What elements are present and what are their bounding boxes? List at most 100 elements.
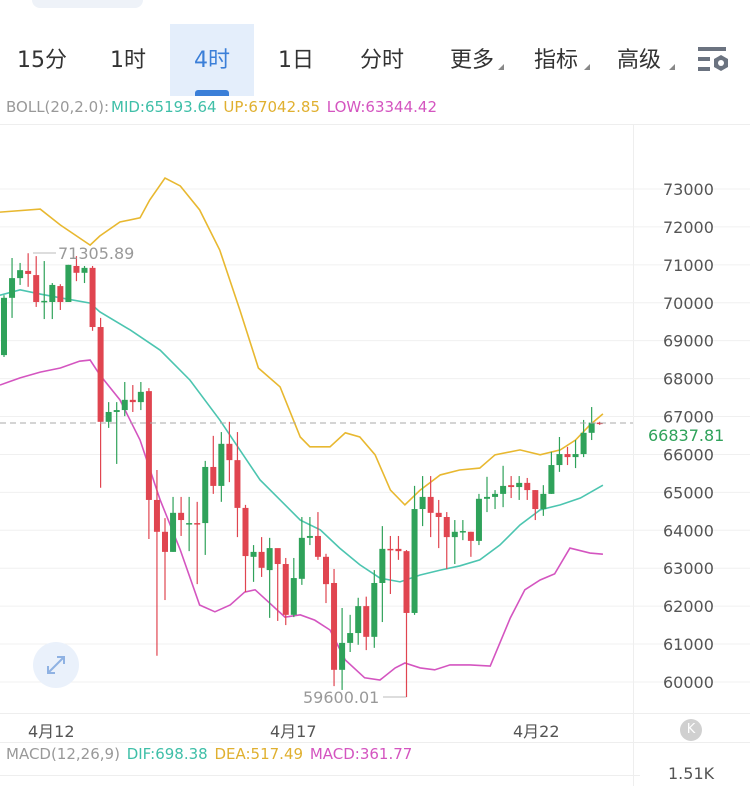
tab-4h[interactable]: 4时 xyxy=(170,24,254,96)
candle xyxy=(121,382,128,417)
candle xyxy=(314,512,321,560)
tab-timeshare[interactable]: 分时 xyxy=(340,24,424,96)
tab-label: 4时 xyxy=(194,48,230,73)
candle xyxy=(572,440,579,469)
tab-1d[interactable]: 1日 xyxy=(254,24,338,96)
candle xyxy=(137,382,144,411)
candle-body xyxy=(17,270,24,279)
candle xyxy=(266,537,273,618)
dropdown-triangle-icon xyxy=(669,64,675,70)
candle xyxy=(395,535,402,560)
candle xyxy=(347,614,354,653)
candle-body xyxy=(73,265,80,273)
candle xyxy=(298,517,305,585)
candle-body xyxy=(467,531,474,541)
candle-body xyxy=(419,496,426,510)
candle-body xyxy=(411,509,418,613)
candle xyxy=(371,570,378,648)
candle xyxy=(451,520,458,565)
candle xyxy=(524,477,531,500)
date-tick: 4月22 xyxy=(513,722,560,741)
expand-chart-button[interactable] xyxy=(33,642,79,688)
candle xyxy=(194,501,201,585)
candle-body xyxy=(65,264,72,303)
candle xyxy=(379,526,386,623)
candle-body xyxy=(363,606,370,637)
candle-body xyxy=(81,267,88,273)
tab-advanced[interactable]: 高级 xyxy=(604,24,674,96)
candle-body xyxy=(387,548,394,551)
divider xyxy=(0,742,750,743)
candle xyxy=(105,402,112,428)
max-price-label: 71305.89 xyxy=(58,244,134,263)
candle xyxy=(57,284,64,310)
macd-legend: MACD(12,26,9) DIF:698.38 DEA:517.49 MACD… xyxy=(6,745,414,763)
candle xyxy=(580,419,587,458)
candle xyxy=(339,608,346,690)
candle-body xyxy=(540,493,547,510)
candle xyxy=(306,517,313,546)
candle xyxy=(162,518,168,601)
candle xyxy=(556,436,563,472)
tab-label: 更多 xyxy=(449,48,494,73)
tab-label: 1时 xyxy=(110,48,146,73)
tab-label: 1日 xyxy=(278,48,314,73)
candle-body xyxy=(57,286,64,303)
candle-body xyxy=(162,531,168,552)
min-price-label: 59600.01 xyxy=(303,688,379,707)
candle-body xyxy=(170,512,177,552)
boll-mid: MID:65193.64 xyxy=(111,98,217,116)
search-bar[interactable] xyxy=(32,0,143,8)
candle-body xyxy=(9,278,16,298)
candle-body xyxy=(508,485,515,488)
candle xyxy=(178,496,185,536)
candle-body xyxy=(347,633,354,643)
y-tick-label: 64000 xyxy=(663,521,714,540)
y-tick-label: 71000 xyxy=(663,256,714,275)
tab-1h[interactable]: 1时 xyxy=(86,24,170,96)
scroll-to-latest-button[interactable]: K xyxy=(680,719,702,741)
candle-body xyxy=(572,454,579,458)
tab-label: 15分 xyxy=(17,48,67,73)
candle-body xyxy=(475,498,482,541)
y-tick-label: 68000 xyxy=(663,370,714,389)
macd-value: MACD:361.77 xyxy=(309,745,413,763)
candle-body xyxy=(548,465,555,494)
candle-body xyxy=(443,517,450,538)
axis-divider xyxy=(633,124,634,786)
candle xyxy=(186,496,193,552)
tab-indicators[interactable]: 指标 xyxy=(518,24,594,96)
tab-more[interactable]: 更多 xyxy=(432,24,512,96)
candle-body xyxy=(186,523,193,525)
candle xyxy=(363,596,370,651)
boll-label: BOLL(20,2.0): xyxy=(6,98,110,116)
divider xyxy=(0,775,640,776)
candle-body xyxy=(137,391,144,403)
candle xyxy=(516,476,523,500)
candle xyxy=(89,265,96,331)
candle-body xyxy=(113,410,120,412)
candle-body xyxy=(178,512,185,521)
boll-mid-line xyxy=(0,289,604,583)
candle-body xyxy=(258,551,265,568)
macd-axis-label: 1.51K xyxy=(668,764,715,783)
candle xyxy=(492,490,499,510)
candle-body xyxy=(41,300,48,303)
candle-body xyxy=(484,496,490,499)
candle-body xyxy=(153,499,160,532)
candle-body xyxy=(298,537,305,579)
candle xyxy=(508,476,515,499)
candle-body xyxy=(250,551,257,557)
y-tick-label: 70000 xyxy=(663,294,714,313)
candle xyxy=(1,295,7,357)
candle-body xyxy=(323,556,329,585)
chart-settings-icon[interactable] xyxy=(696,44,732,76)
candle xyxy=(323,553,329,604)
tab-15m[interactable]: 15分 xyxy=(0,24,84,96)
last-price-tag: 66837.81 xyxy=(644,427,729,445)
candle xyxy=(250,545,257,582)
candle xyxy=(484,476,490,513)
y-tick-label: 66000 xyxy=(663,445,714,464)
candle-body xyxy=(532,490,539,510)
